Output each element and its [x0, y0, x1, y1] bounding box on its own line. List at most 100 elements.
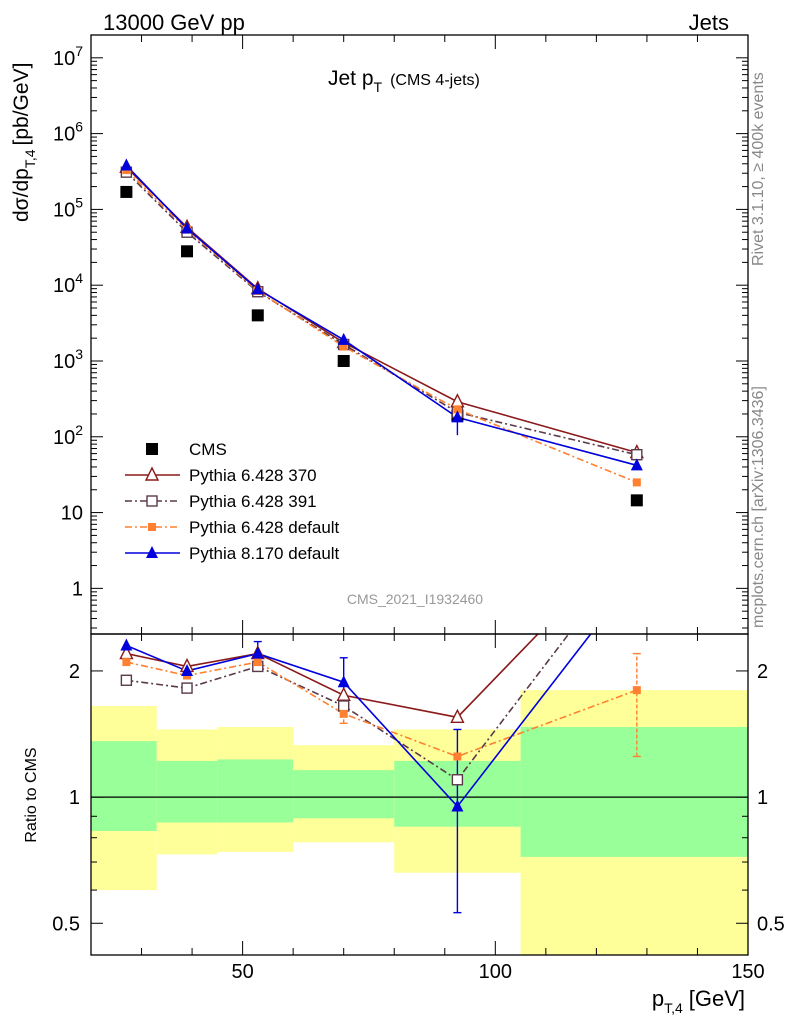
ratio-point-py8def — [181, 663, 194, 676]
uncertainty-band-inner — [217, 759, 294, 823]
legend-marker-py391 — [146, 495, 158, 507]
data-point-py8def — [451, 410, 464, 423]
ratio-line-py370 — [126, 634, 540, 719]
ratio-point-py8def — [451, 799, 464, 812]
legend: CMS Pythia 6.428 370 Pythia 6.428 391 Pythi… — [125, 440, 340, 563]
y-tick-label: 106 — [53, 119, 83, 146]
uncertainty-band-inner — [293, 770, 395, 819]
legend-marker-py8def — [146, 546, 158, 558]
mcplots-label: mcplots.cern.ch [arXiv:1306.3436] — [750, 386, 767, 628]
x-axis-label-main: p — [652, 986, 664, 1011]
y-tick-label: 1 — [72, 578, 83, 600]
plot-title-sub: T — [374, 79, 383, 95]
ratio-point-py370 — [336, 686, 351, 701]
data-point-py6def — [453, 405, 462, 414]
ratio-y-tick-label-left: 0.5 — [52, 913, 80, 935]
series-line-py391 — [125, 171, 637, 456]
y-axis-label: dσ/dpT,4 [pb/GeV] — [10, 63, 38, 222]
y-tick-label: 105 — [53, 194, 83, 221]
legend-marker-cms — [146, 443, 158, 455]
y-tick-label: 102 — [53, 422, 83, 449]
y-tick-label-base: 10 — [53, 124, 75, 146]
y-axis-label-main: dσ/dp — [10, 168, 33, 222]
data-point-py8def — [630, 458, 643, 471]
legend-marker-py370 — [144, 466, 160, 481]
series-line-py8def — [125, 164, 638, 467]
data-point-py8def — [181, 221, 194, 234]
header-right-label: Jets — [689, 10, 729, 35]
ratio-point-py6def — [253, 658, 262, 667]
y-tick-label-exponent: 5 — [75, 194, 83, 210]
rivet-label: Rivet 3.1.10, ≥ 400k events — [750, 72, 767, 266]
ratio-y-axis-label: Ratio to CMS — [23, 747, 40, 842]
ratio-point-py391 — [181, 682, 193, 694]
data-point-py8def — [337, 332, 350, 345]
ratio-y-tick-label-right: 0.5 — [757, 913, 785, 935]
y-axis-label-unit: [pb/GeV] — [10, 63, 33, 146]
series-line-py6def — [125, 169, 638, 484]
x-tick-label: 150 — [731, 961, 764, 983]
ratio-point-py391 — [120, 674, 133, 686]
data-point-cms — [630, 494, 643, 507]
ratio-line-py6def — [126, 661, 638, 758]
y-tick-label-base: 10 — [53, 427, 75, 449]
series-line-py370 — [125, 166, 638, 454]
y-tick-label-base: 10 — [53, 199, 75, 221]
header-left-label: 13000 GeV pp — [103, 10, 245, 35]
data-point-py8def — [251, 282, 264, 295]
ratio-y-tick-label-left: 1 — [69, 787, 80, 809]
y-tick-label-exponent: 2 — [75, 422, 83, 438]
x-axis-label-sub: T,4 — [664, 1000, 683, 1016]
data-point-py391 — [631, 449, 643, 461]
y-tick-label: 103 — [53, 346, 83, 373]
plot-title-note: (CMS 4-jets) — [390, 72, 480, 89]
uncertainty-band-inner — [156, 760, 218, 823]
legend-label-py8def: Pythia 8.170 default — [189, 544, 340, 563]
y-tick-label-exponent: 7 — [75, 43, 83, 59]
y-tick-label: 10 — [61, 503, 83, 525]
y-tick-label-base: 10 — [53, 48, 75, 70]
legend-label-py391: Pythia 6.428 391 — [189, 492, 317, 511]
ratio-point-py8def — [337, 675, 350, 688]
data-point-py6def — [339, 342, 348, 351]
ratio-point-py6def — [339, 709, 348, 718]
ratio-point-py6def — [122, 658, 131, 667]
ratio-panel: 2 2 1 1 0.5 0.5 50 100 150 Ratio to CMS pT,4 [Ge… — [23, 633, 785, 1016]
uncertainty-band-inner — [91, 741, 157, 832]
plot-title: Jet pT (CMS 4-jets) — [328, 67, 480, 95]
data-point-cms — [181, 245, 194, 258]
uncertainty-band-inner — [520, 726, 748, 857]
x-axis-label: pT,4 [GeV] — [652, 986, 745, 1016]
y-tick-label-exponent: 4 — [75, 270, 83, 286]
legend-label-cms: CMS — [189, 440, 227, 459]
ratio-y-tick-label-right: 2 — [757, 661, 768, 683]
ratio-plot-frame — [90, 633, 749, 956]
data-point-py370 — [450, 393, 465, 408]
x-axis-label-unit: [GeV] — [689, 986, 745, 1011]
ratio-point-py391 — [337, 700, 350, 712]
ratio-point-py370 — [450, 708, 465, 724]
y-tick-label-base: 10 — [53, 275, 75, 297]
ratio-point-py8def — [120, 638, 133, 651]
y-axis-label-sub: T,4 — [22, 149, 38, 168]
ratio-point-py6def — [632, 686, 641, 695]
y-tick-label-base: 10 — [61, 503, 83, 525]
y-tick-label-base: 10 — [53, 351, 75, 373]
legend-label-py370: Pythia 6.428 370 — [189, 466, 317, 485]
ratio-line-py8def — [126, 634, 592, 808]
ratio-point-py6def — [453, 752, 462, 761]
data-point-cms — [337, 354, 350, 367]
legend-marker-py6def — [148, 523, 156, 531]
data-point-py6def — [632, 478, 641, 487]
data-point-cms — [251, 309, 264, 322]
y-tick-label: 104 — [53, 270, 83, 297]
y-tick-label-exponent: 3 — [75, 346, 83, 362]
ratio-point-py8def — [251, 646, 264, 659]
y-tick-label-base: 1 — [72, 578, 83, 600]
plot-title-main: Jet p — [328, 67, 374, 90]
x-tick-label: 100 — [479, 961, 512, 983]
x-tick-label: 50 — [231, 961, 253, 983]
ratio-line-py391 — [126, 634, 570, 781]
